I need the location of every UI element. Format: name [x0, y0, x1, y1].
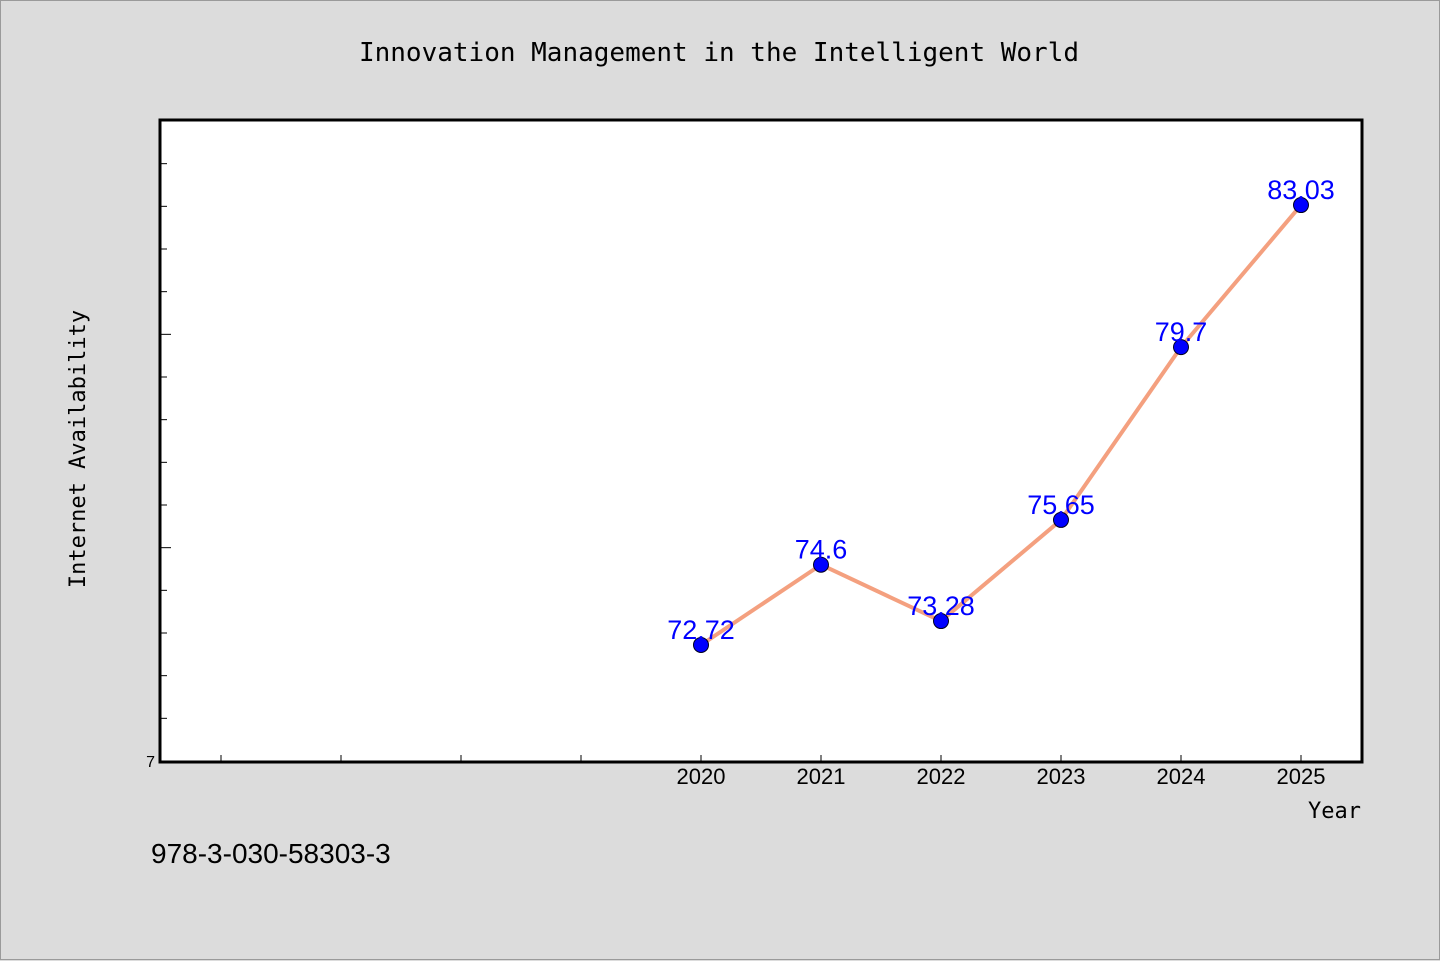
series-polyline — [699, 203, 1303, 647]
data-label: 72.72 — [667, 615, 735, 645]
y-origin-label: 7 — [146, 754, 155, 771]
data-label: 74.6 — [795, 535, 848, 565]
data-point — [1293, 197, 1309, 214]
data-point — [1173, 339, 1189, 356]
y-axis-ticks — [161, 120, 171, 762]
x-axis-labels: 2020 2021 2022 2023 2024 2025 — [677, 764, 1326, 789]
x-tick-label: 2022 — [917, 764, 966, 789]
data-label: 83.03 — [1267, 175, 1335, 205]
data-label: 73.28 — [907, 591, 975, 621]
x-tick-label: 2021 — [797, 764, 846, 789]
x-tick-label: 2023 — [1037, 764, 1086, 789]
y-axis-title: Internet Availability — [66, 310, 91, 588]
data-point — [1053, 511, 1069, 528]
x-axis-title: Year — [1308, 799, 1361, 824]
data-point — [693, 636, 709, 653]
x-tick-label: 2024 — [1157, 764, 1206, 789]
x-axis-ticks — [220, 755, 1302, 761]
series-markers — [693, 197, 1309, 653]
data-label: 75.65 — [1027, 490, 1095, 520]
data-point — [933, 613, 949, 630]
series-line — [699, 203, 1303, 647]
data-labels: 72.72 74.6 73.28 75.65 79.7 83.03 — [667, 175, 1335, 645]
footer-isbn: 978-3-030-58303-3 — [151, 838, 391, 869]
x-tick-label: 2025 — [1277, 764, 1326, 789]
x-tick-label: 2020 — [677, 764, 726, 789]
data-point — [813, 556, 829, 573]
data-label: 79.7 — [1155, 317, 1208, 347]
plot-area — [158, 118, 1364, 764]
chart-title: Innovation Management in the Intelligent… — [359, 38, 1079, 68]
